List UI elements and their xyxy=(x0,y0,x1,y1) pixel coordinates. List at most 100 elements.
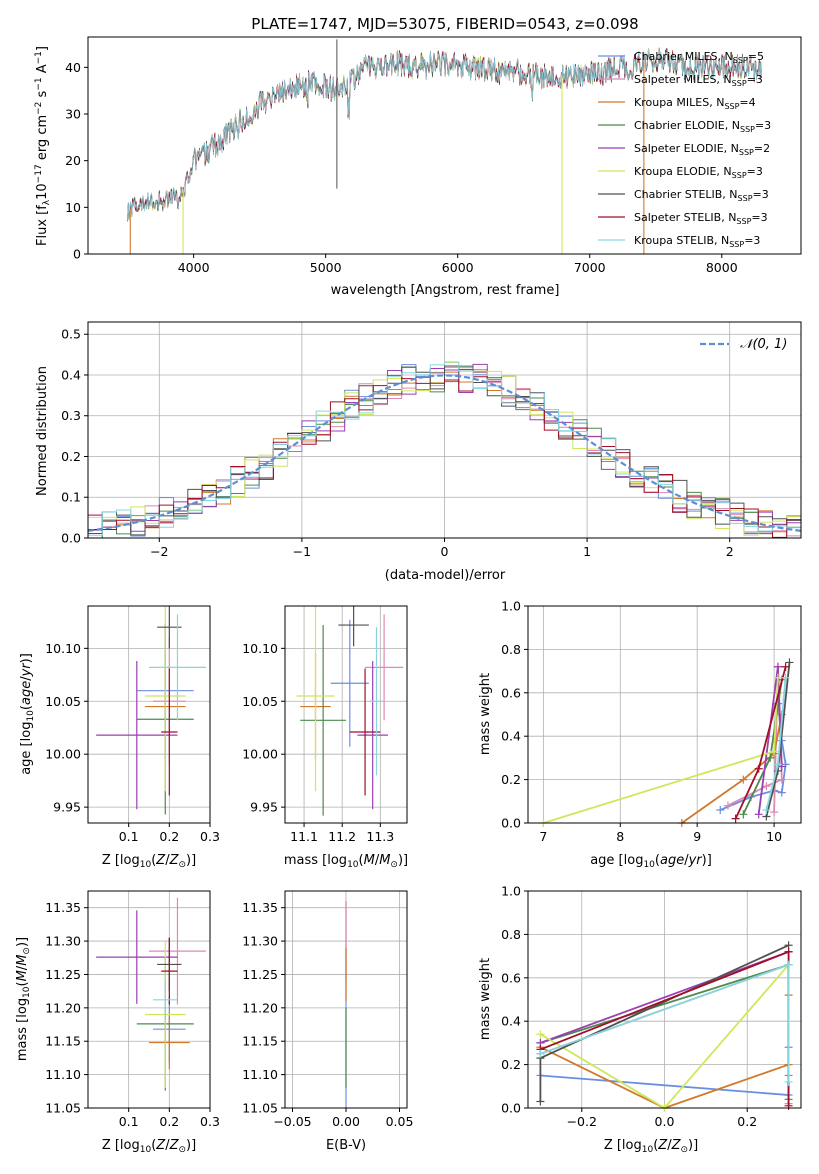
weight-marker xyxy=(716,805,725,814)
y-tick-label: 0.2 xyxy=(61,449,81,464)
x-tick-label: 11.3 xyxy=(366,829,394,844)
legend-model: Chabrier MILES, N xyxy=(634,50,733,63)
weight-marker xyxy=(781,673,790,682)
axes-frame xyxy=(284,605,408,824)
y-tick-label: 11.10 xyxy=(45,1067,81,1082)
weight-marker xyxy=(770,808,779,817)
weight-marker xyxy=(536,1049,545,1058)
y-tick-label: 11.20 xyxy=(45,1000,81,1015)
axes-frame xyxy=(527,605,802,824)
x-tick-label: 0.1 xyxy=(119,1114,139,1129)
legend-subscript: SSP xyxy=(740,125,755,134)
axes-frame xyxy=(87,605,211,824)
x-tick-label: 10 xyxy=(766,829,782,844)
legend-model: Salpeter STELIB, N xyxy=(634,211,736,224)
weight-marker xyxy=(754,764,763,773)
y-tick-label: 0.2 xyxy=(501,1057,521,1072)
y-tick-label: 20 xyxy=(65,153,81,168)
legend-subscript: SSP xyxy=(729,240,744,249)
y-tick-label: 1.0 xyxy=(501,599,521,614)
legend-model: Kroupa MILES, N xyxy=(634,96,724,109)
y-tick-label: 0.5 xyxy=(61,327,81,342)
weight-marker xyxy=(536,1097,545,1106)
weight-marker xyxy=(731,814,740,823)
legend-entry: Kroupa ELODIE, NSSP=3 xyxy=(634,165,763,180)
axes-frame xyxy=(87,36,802,255)
y-tick-label: 0.0 xyxy=(501,1101,521,1116)
x-tick-label: 0.2 xyxy=(159,1114,179,1129)
y-tick-label: 9.95 xyxy=(53,800,81,815)
legend-entry: Kroupa MILES, NSSP=4 xyxy=(634,96,756,111)
figure-title: PLATE=1747, MJD=53075, FIBERID=0543, z=0… xyxy=(251,15,638,33)
y-tick-label: 0.2 xyxy=(501,772,521,787)
y-tick-label: 10.10 xyxy=(242,641,278,656)
x-tick-label: 0.3 xyxy=(200,829,220,844)
weight-marker xyxy=(784,1101,793,1110)
legend-entry: Salpeter MILES, NSSP=3 xyxy=(634,73,763,88)
x-tick-label: 6000 xyxy=(442,260,474,275)
legend-count: =2 xyxy=(754,142,770,155)
weight-marker xyxy=(784,1077,793,1086)
weight-marker xyxy=(785,658,794,667)
weight-marker xyxy=(762,782,771,791)
axes-frame xyxy=(87,890,211,1109)
weight-marker xyxy=(777,788,786,797)
mass-weight-vs-metallicity-panel: −0.2 0.0 0.2 0.0 0.2 0.4 0.6 0.8 1.0 xyxy=(501,884,802,1129)
x-tick-label: 0.05 xyxy=(386,1114,414,1129)
y-tick-label: 11.10 xyxy=(242,1067,278,1082)
weight-marker xyxy=(781,760,790,769)
x-tick-label: 1 xyxy=(583,544,591,559)
spectrum-lines xyxy=(127,39,762,254)
y-tick-label: 0.0 xyxy=(501,816,521,831)
y-tick-label: 0.8 xyxy=(501,642,521,657)
age-vs-z-ylabel: age [log10(age/yr)] xyxy=(19,653,36,775)
y-tick-label: 10 xyxy=(65,200,81,215)
y-tick-label: 0.4 xyxy=(501,1014,521,1029)
y-tick-label: 0.1 xyxy=(61,490,81,505)
x-tick-label: 4000 xyxy=(178,260,210,275)
legend-subscript: SSP xyxy=(732,79,747,88)
weight-marker xyxy=(739,775,748,784)
y-tick-label: 11.05 xyxy=(242,1101,278,1116)
weight-marker xyxy=(754,810,763,819)
y-tick-label: 11.20 xyxy=(242,1000,278,1015)
x-tick-label: 8000 xyxy=(706,260,738,275)
residual-histogram-panel: −2 −1 0 1 2 0.0 0.1 0.2 0.3 0.4 0.5 xyxy=(61,321,802,559)
y-tick-label: 11.35 xyxy=(242,900,278,915)
y-tick-label: 1.0 xyxy=(501,884,521,899)
x-tick-label: 2 xyxy=(726,544,734,559)
legend-count: =3 xyxy=(753,188,769,201)
legend-subscript: SSP xyxy=(739,148,754,157)
weight-lines xyxy=(536,941,793,1112)
x-tick-label: −0.05 xyxy=(273,1114,311,1129)
y-tick-label: 0.6 xyxy=(501,685,521,700)
mass-weight-vs-age-ylabel: mass weight xyxy=(478,673,493,755)
histogram-xlabel: (data-model)/error xyxy=(385,568,506,583)
x-tick-label: −2 xyxy=(150,544,168,559)
x-tick-label: 7 xyxy=(539,829,547,844)
histogram-steps xyxy=(88,361,801,538)
axes-frame xyxy=(527,890,802,1109)
weight-marker xyxy=(773,673,782,682)
axes-frame xyxy=(87,321,802,539)
legend-entry: Chabrier STELIB, NSSP=3 xyxy=(634,188,769,203)
x-tick-label: 0.3 xyxy=(200,1114,220,1129)
y-tick-label: 0.4 xyxy=(61,367,81,382)
y-tick-label: 0 xyxy=(73,247,81,262)
x-tick-label: 0 xyxy=(441,544,449,559)
y-tick-label: 11.35 xyxy=(45,900,81,915)
weight-marker xyxy=(784,960,793,969)
y-tick-label: 11.30 xyxy=(45,934,81,949)
errorbars xyxy=(96,897,206,1091)
errorbars xyxy=(296,606,404,816)
y-tick-label: 0.6 xyxy=(501,970,521,985)
y-tick-label: 11.15 xyxy=(242,1034,278,1049)
y-tick-label: 40 xyxy=(65,60,81,75)
mass-vs-ebv-panel: −0.05 0.00 0.05 11.05 11.10 11.15 11.20 11.25 11… xyxy=(242,890,414,1129)
spectrum-ylabel: Flux [fλ10−17 erg cm−2 s−1 A−1] xyxy=(34,46,52,246)
mass-weight-vs-z-xlabel: Z [log10(Z/Z⊙)] xyxy=(604,1138,698,1155)
weight-marker xyxy=(784,947,793,956)
y-tick-label: 30 xyxy=(65,107,81,122)
